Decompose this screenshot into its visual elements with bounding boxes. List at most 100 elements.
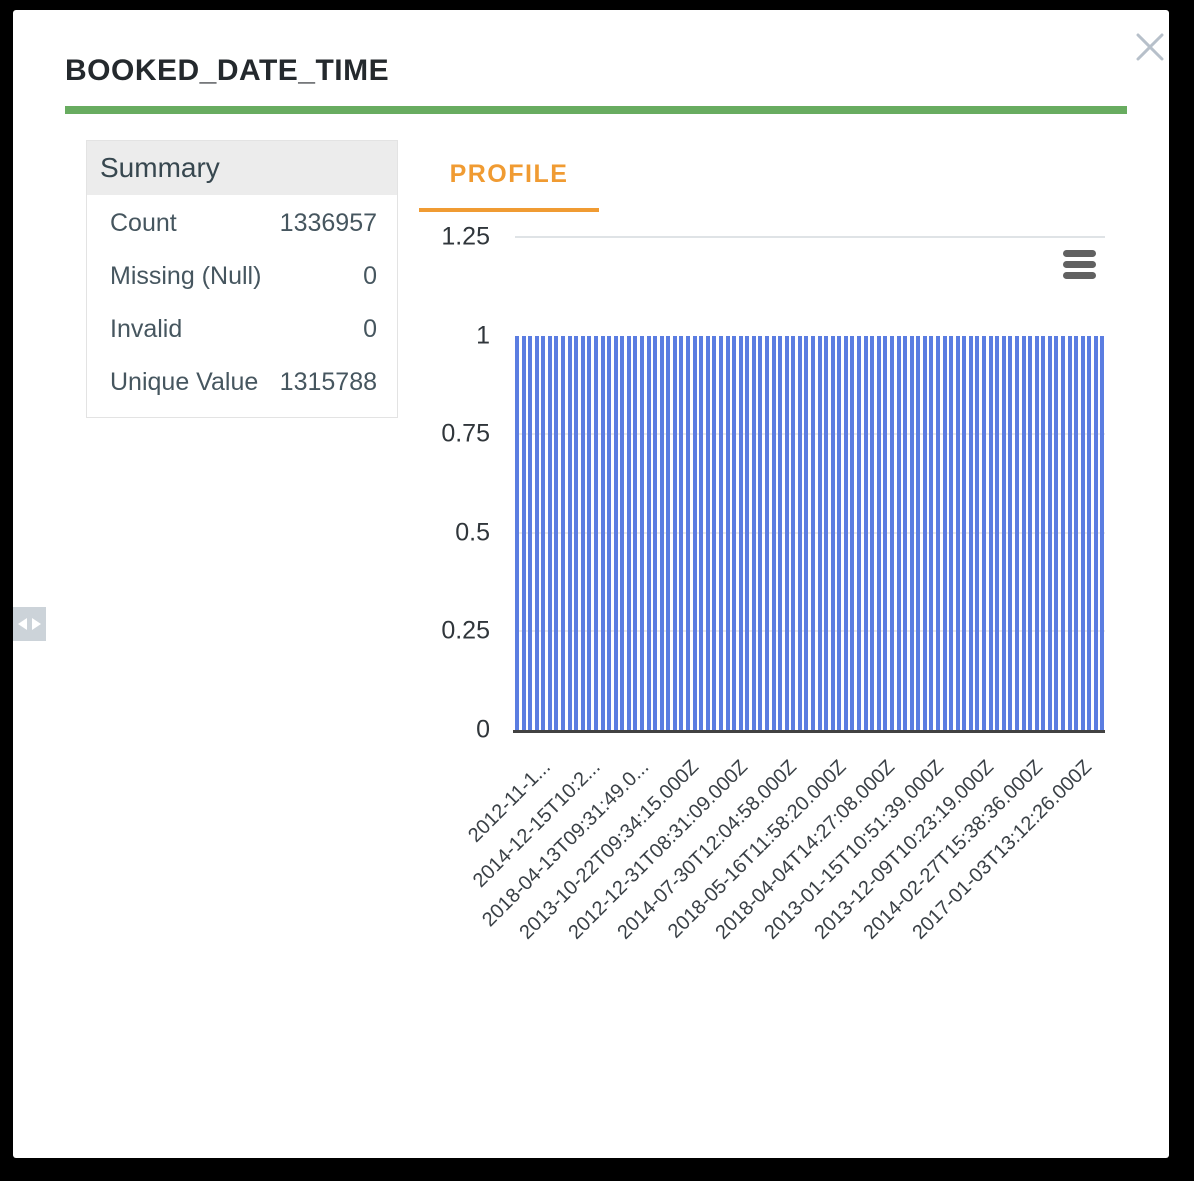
histogram-bar bbox=[843, 335, 848, 730]
column-title: BOOKED_DATE_TIME bbox=[65, 54, 390, 87]
histogram-bar bbox=[521, 335, 526, 730]
histogram-bar bbox=[955, 335, 960, 730]
histogram-bar bbox=[1100, 335, 1105, 730]
histogram-bar bbox=[686, 335, 691, 730]
histogram-bar bbox=[718, 335, 723, 730]
histogram-bar bbox=[968, 335, 973, 730]
summary-row-value: 1315788 bbox=[279, 368, 377, 396]
histogram-bar bbox=[936, 335, 940, 730]
histogram-bar bbox=[732, 335, 737, 730]
summary-row-label: Invalid bbox=[110, 315, 183, 343]
histogram-bar bbox=[909, 335, 914, 730]
histogram-bar bbox=[515, 335, 519, 730]
histogram-bar bbox=[817, 335, 822, 730]
histogram-bar bbox=[916, 335, 921, 730]
histogram-bar bbox=[982, 335, 987, 730]
histogram-bar bbox=[567, 335, 572, 730]
histogram-bar bbox=[1021, 335, 1026, 730]
histogram-bar bbox=[764, 335, 769, 730]
histogram-bar bbox=[797, 335, 802, 730]
histogram-bar bbox=[995, 335, 1000, 730]
histogram-bar bbox=[804, 335, 809, 730]
histogram-bar bbox=[547, 335, 552, 730]
panel-resize-handle[interactable] bbox=[13, 607, 46, 641]
histogram-bar bbox=[784, 335, 789, 730]
histogram-bar bbox=[1060, 335, 1065, 730]
histogram-bar bbox=[1028, 335, 1033, 730]
histogram-bar bbox=[692, 335, 697, 730]
histogram-bar bbox=[942, 335, 947, 730]
y-axis-tick-label: 0 bbox=[476, 715, 490, 744]
summary-row: Missing (Null) 0 bbox=[87, 250, 397, 303]
histogram-bar bbox=[679, 335, 684, 730]
histogram-bar bbox=[1067, 335, 1072, 730]
histogram-bar bbox=[1047, 335, 1052, 730]
histogram-bar bbox=[738, 335, 743, 730]
column-profile-modal: BOOKED_DATE_TIME Summary Count 1336957 Mis… bbox=[13, 10, 1169, 1158]
summary-row-value: 1336957 bbox=[279, 209, 377, 237]
y-axis-tick-label: 1 bbox=[476, 321, 490, 350]
histogram-bar bbox=[850, 335, 855, 730]
histogram-bar bbox=[929, 335, 934, 730]
histogram-bar bbox=[1041, 335, 1046, 730]
histogram-bar bbox=[751, 335, 756, 730]
histogram-bar bbox=[837, 335, 842, 730]
summary-row: Unique Value 1315788 bbox=[87, 356, 397, 409]
histogram-bar bbox=[1054, 335, 1059, 730]
histogram-bar bbox=[903, 335, 908, 730]
histogram-bar bbox=[639, 335, 644, 730]
histogram-bar bbox=[975, 335, 980, 730]
summary-panel: Summary Count 1336957 Missing (Null) 0 Inval… bbox=[86, 140, 398, 418]
histogram-bar bbox=[1087, 335, 1092, 730]
histogram-bar bbox=[580, 335, 585, 730]
histogram-bar bbox=[666, 335, 671, 730]
histogram-bar bbox=[712, 335, 717, 730]
chart-menu-button[interactable] bbox=[1057, 244, 1102, 285]
gridline bbox=[515, 236, 1105, 238]
histogram-bar bbox=[699, 335, 704, 730]
histogram-bar bbox=[962, 335, 967, 730]
summary-row-label: Missing (Null) bbox=[110, 262, 262, 290]
histogram-bar bbox=[587, 335, 592, 730]
summary-row-label: Unique Value bbox=[110, 368, 259, 396]
histogram-bar bbox=[883, 335, 888, 730]
summary-row-value: 0 bbox=[363, 315, 377, 343]
histogram-bar bbox=[1008, 335, 1013, 730]
collapse-expand-icon bbox=[18, 618, 41, 630]
histogram-bar bbox=[811, 335, 816, 730]
histogram-bar bbox=[705, 335, 710, 730]
histogram-bar bbox=[534, 335, 539, 730]
histogram-bar bbox=[758, 335, 763, 730]
histogram-bar bbox=[613, 335, 618, 730]
histogram-bar bbox=[949, 335, 954, 730]
y-axis-tick-label: 0.75 bbox=[441, 419, 490, 448]
hamburger-icon bbox=[1063, 250, 1096, 279]
gridline bbox=[515, 433, 1105, 436]
gridline bbox=[515, 630, 1105, 633]
histogram-bar bbox=[672, 335, 677, 730]
histogram-bar bbox=[876, 335, 881, 730]
histogram-bar bbox=[554, 335, 559, 730]
tab-profile[interactable]: PROFILE bbox=[419, 150, 599, 212]
histogram-bar bbox=[1074, 335, 1079, 730]
y-axis-tick-label: 1.25 bbox=[441, 222, 490, 251]
histogram-bar bbox=[870, 335, 875, 730]
histogram-bar bbox=[889, 335, 894, 730]
histogram-bar bbox=[574, 335, 579, 730]
y-axis-tick-label: 0.25 bbox=[441, 616, 490, 645]
histogram-bar bbox=[528, 335, 533, 730]
histogram-bar bbox=[1014, 335, 1019, 730]
histogram-bar bbox=[725, 335, 730, 730]
close-button[interactable] bbox=[1129, 26, 1171, 68]
histogram-bar bbox=[633, 335, 638, 730]
histogram-bar bbox=[771, 335, 776, 730]
summary-body: Count 1336957 Missing (Null) 0 Invalid 0 Uniqu… bbox=[87, 195, 397, 417]
histogram-bar bbox=[1034, 335, 1039, 730]
histogram-bar bbox=[1001, 335, 1006, 730]
y-axis-tick-label: 0.5 bbox=[455, 518, 490, 547]
histogram-bar bbox=[607, 335, 612, 730]
title-accent-divider bbox=[65, 106, 1127, 114]
histogram-bar bbox=[791, 335, 796, 730]
histogram-bar bbox=[778, 335, 783, 730]
